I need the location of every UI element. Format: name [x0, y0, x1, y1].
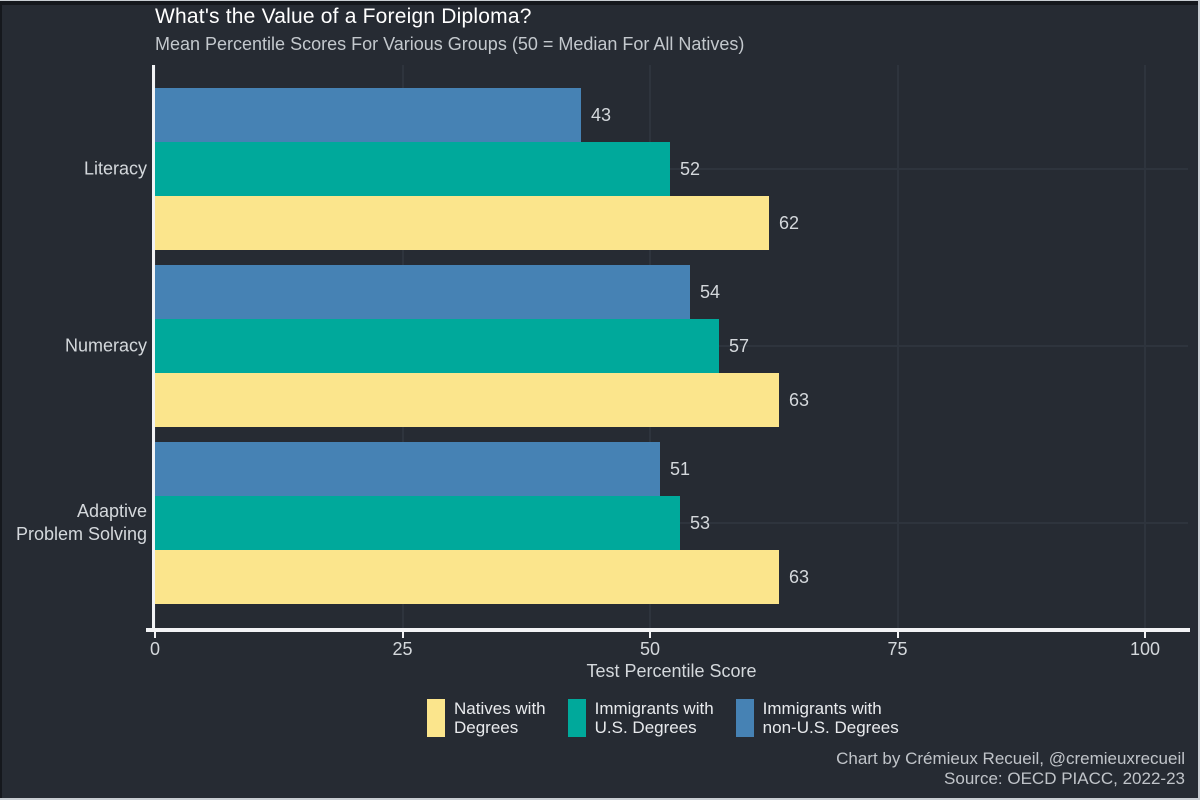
legend-item-non-us-degrees: Immigrants with non-U.S. Degrees: [735, 699, 899, 737]
bar-value-label: 52: [680, 159, 701, 179]
x-tick-label: 0: [149, 639, 160, 659]
chart-subtitle: Mean Percentile Scores For Various Group…: [155, 34, 745, 54]
x-axis-line: [146, 628, 1190, 632]
x-tick-label: 50: [639, 639, 661, 659]
bar-value-label: 43: [591, 105, 612, 125]
category-label: Literacy: [0, 158, 147, 181]
window-edge-right: [1198, 0, 1200, 800]
legend-item-natives: Natives with Degrees: [427, 699, 546, 737]
bar: [155, 319, 719, 373]
x-tick-label: 100: [1129, 639, 1161, 659]
bar-value-label: 63: [789, 390, 810, 410]
bar-value-label: 54: [700, 282, 721, 302]
attribution: Chart by Crémieux Recueil, @cremieuxrecu…: [836, 749, 1185, 789]
x-axis-title: Test Percentile Score: [586, 661, 757, 681]
bar-value-label: 62: [779, 213, 800, 233]
bar-value-label: 51: [670, 459, 691, 479]
category-label-line: Adaptive: [76, 501, 147, 521]
grid-line-horizontal: [155, 168, 1188, 170]
legend: Natives with Degrees Immigrants with U.S…: [427, 699, 899, 737]
x-tick-label: 25: [392, 639, 413, 659]
bar: [155, 373, 779, 427]
window-edge-left: [0, 1, 2, 798]
legend-label-line: Natives with: [454, 699, 546, 718]
category-label: Numeracy: [0, 335, 147, 358]
x-axis-tick: [649, 632, 651, 638]
credit-line: Chart by Crémieux Recueil, @cremieuxrecu…: [836, 749, 1185, 768]
window-edge-top-inner: [0, 1, 1200, 5]
chart-title: What's the Value of a Foreign Diploma?: [155, 5, 532, 28]
legend-swatch-natives: [427, 699, 445, 737]
legend-swatch-us-degrees: [567, 699, 586, 737]
legend-label-line: non-U.S. Degrees: [762, 718, 899, 737]
window-edge-top: [0, 0, 1200, 1]
y-axis-line: [152, 65, 155, 632]
legend-label-line: Immigrants with: [594, 699, 714, 718]
bar: [155, 496, 680, 550]
category-label: Adaptive Problem Solving: [0, 500, 147, 546]
source-line: Source: OECD PIACC, 2022-23: [944, 769, 1185, 788]
x-axis-tick: [896, 632, 899, 638]
bar-value-label: 57: [729, 336, 750, 356]
legend-swatch-non-us-degrees: [735, 699, 754, 737]
legend-label-line: Degrees: [454, 718, 519, 737]
bar: [155, 442, 660, 496]
bar: [155, 265, 690, 319]
category-label-line: Problem Solving: [15, 524, 147, 544]
bar: [155, 88, 581, 142]
x-axis-tick: [154, 632, 156, 638]
category-label-line: Numeracy: [64, 335, 147, 356]
x-tick-label: 75: [887, 639, 908, 659]
x-axis-tick: [1144, 632, 1146, 638]
window-edge-bottom: [0, 798, 1200, 800]
category-label-line: Literacy: [83, 158, 147, 179]
bar-value-label: 53: [690, 513, 711, 533]
bar: [155, 550, 779, 604]
bar: [155, 196, 769, 250]
bar-value-label: 63: [789, 567, 810, 587]
bar: [155, 142, 670, 196]
x-axis-tick: [401, 632, 404, 638]
legend-label-line: Immigrants with: [762, 699, 882, 718]
legend-item-us-degrees: Immigrants with U.S. Degrees: [567, 699, 714, 737]
legend-label-line: U.S. Degrees: [594, 718, 697, 737]
